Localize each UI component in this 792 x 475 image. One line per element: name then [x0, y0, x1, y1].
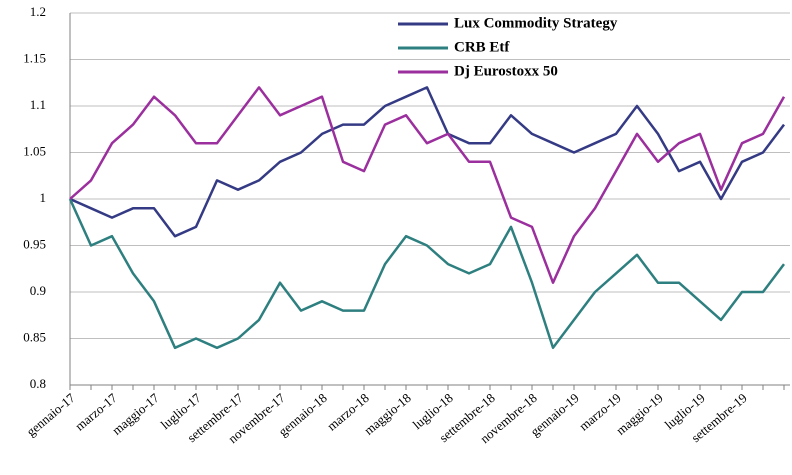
- legend-label: CRB Etf: [454, 39, 510, 55]
- x-tick-label: maggio-17: [109, 390, 162, 438]
- series-line: [68, 198, 785, 350]
- y-tick-label: 1.15: [23, 50, 46, 65]
- x-tick-label: gennaio-17: [23, 390, 78, 439]
- legend-label: Dj Eurostoxx 50: [454, 63, 558, 79]
- series-line: [69, 86, 786, 284]
- y-tick-label: 0.8: [30, 376, 46, 391]
- legend-label: Lux Commodity Strategy: [454, 15, 618, 31]
- x-tick-label: maggio-19: [613, 390, 666, 438]
- y-tick-label: 0.85: [23, 329, 46, 344]
- y-tick-label: 1.1: [30, 97, 46, 112]
- y-tick-label: 1.05: [23, 143, 46, 158]
- series-line: [69, 86, 785, 238]
- y-tick-label: 0.95: [23, 236, 46, 251]
- x-tick-label: maggio-18: [361, 390, 414, 438]
- y-tick-label: 0.9: [30, 283, 46, 298]
- y-tick-label: 1: [40, 190, 47, 205]
- y-tick-label: 1.2: [30, 4, 46, 19]
